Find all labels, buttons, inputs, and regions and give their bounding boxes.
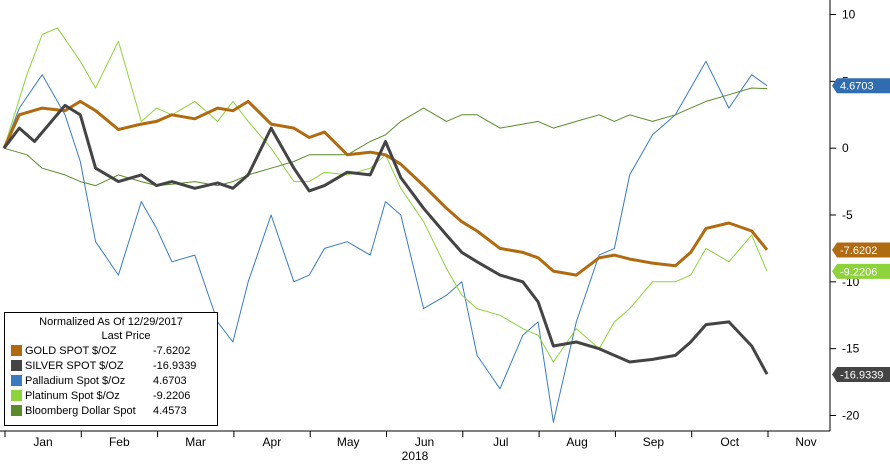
legend-item-palladium: Palladium Spot $/Oz 4.6703	[11, 373, 211, 388]
x-tick-label: May	[337, 435, 360, 449]
legend-value: -9.2206	[153, 389, 191, 402]
legend-subtitle: Last Price	[101, 330, 151, 342]
x-tick-label: Feb	[109, 435, 130, 449]
legend-value: 4.4573	[153, 404, 187, 417]
legend-label: GOLD SPOT $/OZ	[25, 344, 117, 357]
series-line-bloomberg-dollar-spot	[3, 87, 768, 187]
x-tick-label: Sep	[643, 435, 665, 449]
last-price-badge-bg	[832, 242, 890, 258]
legend-item-gold: GOLD SPOT $/OZ -7.6202	[11, 343, 211, 358]
last-price-labels: -7.6202 -16.9339 4.6703 -9.2206	[832, 78, 890, 383]
last-price-badge: -9.2206	[832, 263, 890, 279]
y-tick-label: 10	[842, 8, 856, 22]
last-price-text: 4.6703	[840, 81, 874, 93]
legend-swatch-platinum	[11, 390, 22, 401]
legend-label: Bloomberg Dollar Spot	[25, 404, 136, 417]
x-tick-label: Jan	[33, 435, 52, 449]
y-ticks: 1050-5-10-15-20	[830, 8, 860, 423]
legend-value: -16.9339	[153, 359, 197, 372]
y-tick-label: -20	[842, 409, 860, 423]
last-price-badge: -7.6202	[832, 242, 890, 258]
legend-swatch-gold	[11, 345, 22, 356]
series-layer	[2, 27, 769, 423]
legend-label: SILVER SPOT $/OZ	[25, 359, 124, 372]
last-price-badge-bg	[832, 367, 890, 383]
x-tick-label: Apr	[263, 435, 282, 449]
last-price-text: -16.9339	[840, 370, 883, 382]
y-tick-label: 0	[842, 141, 849, 155]
legend-value: 4.6703	[153, 374, 187, 387]
x-tick-label: Oct	[720, 435, 739, 449]
last-price-badge-bg	[832, 78, 890, 94]
y-tick-label: -15	[842, 342, 860, 356]
legend-swatch-palladium	[11, 375, 22, 386]
legend-item-platinum: Platinum Spot $/Oz -9.2206	[11, 388, 211, 403]
x-tick-label: Jun	[415, 435, 434, 449]
series-line-gold-spot-oz	[2, 99, 769, 277]
series-line-palladium-spot-oz	[3, 60, 768, 423]
last-price-badge-bg	[832, 263, 890, 279]
x-tick-label: Aug	[566, 435, 587, 449]
x-tick-label: Jul	[493, 435, 508, 449]
x-ticks: Jan Feb Mar Apr May Jun Jul Aug Sep Oct Nov	[4, 431, 817, 449]
legend-item-silver: SILVER SPOT $/OZ -16.9339	[11, 358, 211, 373]
legend-value: -7.6202	[153, 344, 191, 357]
legend-swatch-silver	[11, 360, 22, 371]
x-axis-year-label: 2018	[402, 449, 429, 463]
series-line-silver-spot-oz	[2, 103, 769, 375]
last-price-badge: -16.9339	[832, 367, 890, 383]
last-price-badge: 4.6703	[832, 78, 890, 94]
legend-label: Palladium Spot $/Oz	[25, 374, 126, 387]
last-price-text: -9.2206	[840, 266, 877, 278]
legend: Normalized As Of 12/29/2017 Last Price G…	[4, 312, 218, 426]
legend-title: Normalized As Of 12/29/2017	[39, 316, 183, 328]
last-price-text: -7.6202	[840, 245, 877, 257]
y-tick-label: -5	[842, 208, 853, 222]
legend-swatch-dollar	[11, 405, 22, 416]
legend-label: Platinum Spot $/Oz	[25, 389, 120, 402]
legend-item-dollar: Bloomberg Dollar Spot 4.4573	[11, 403, 211, 418]
x-tick-label: Mar	[185, 435, 206, 449]
x-tick-label: Nov	[795, 435, 816, 449]
